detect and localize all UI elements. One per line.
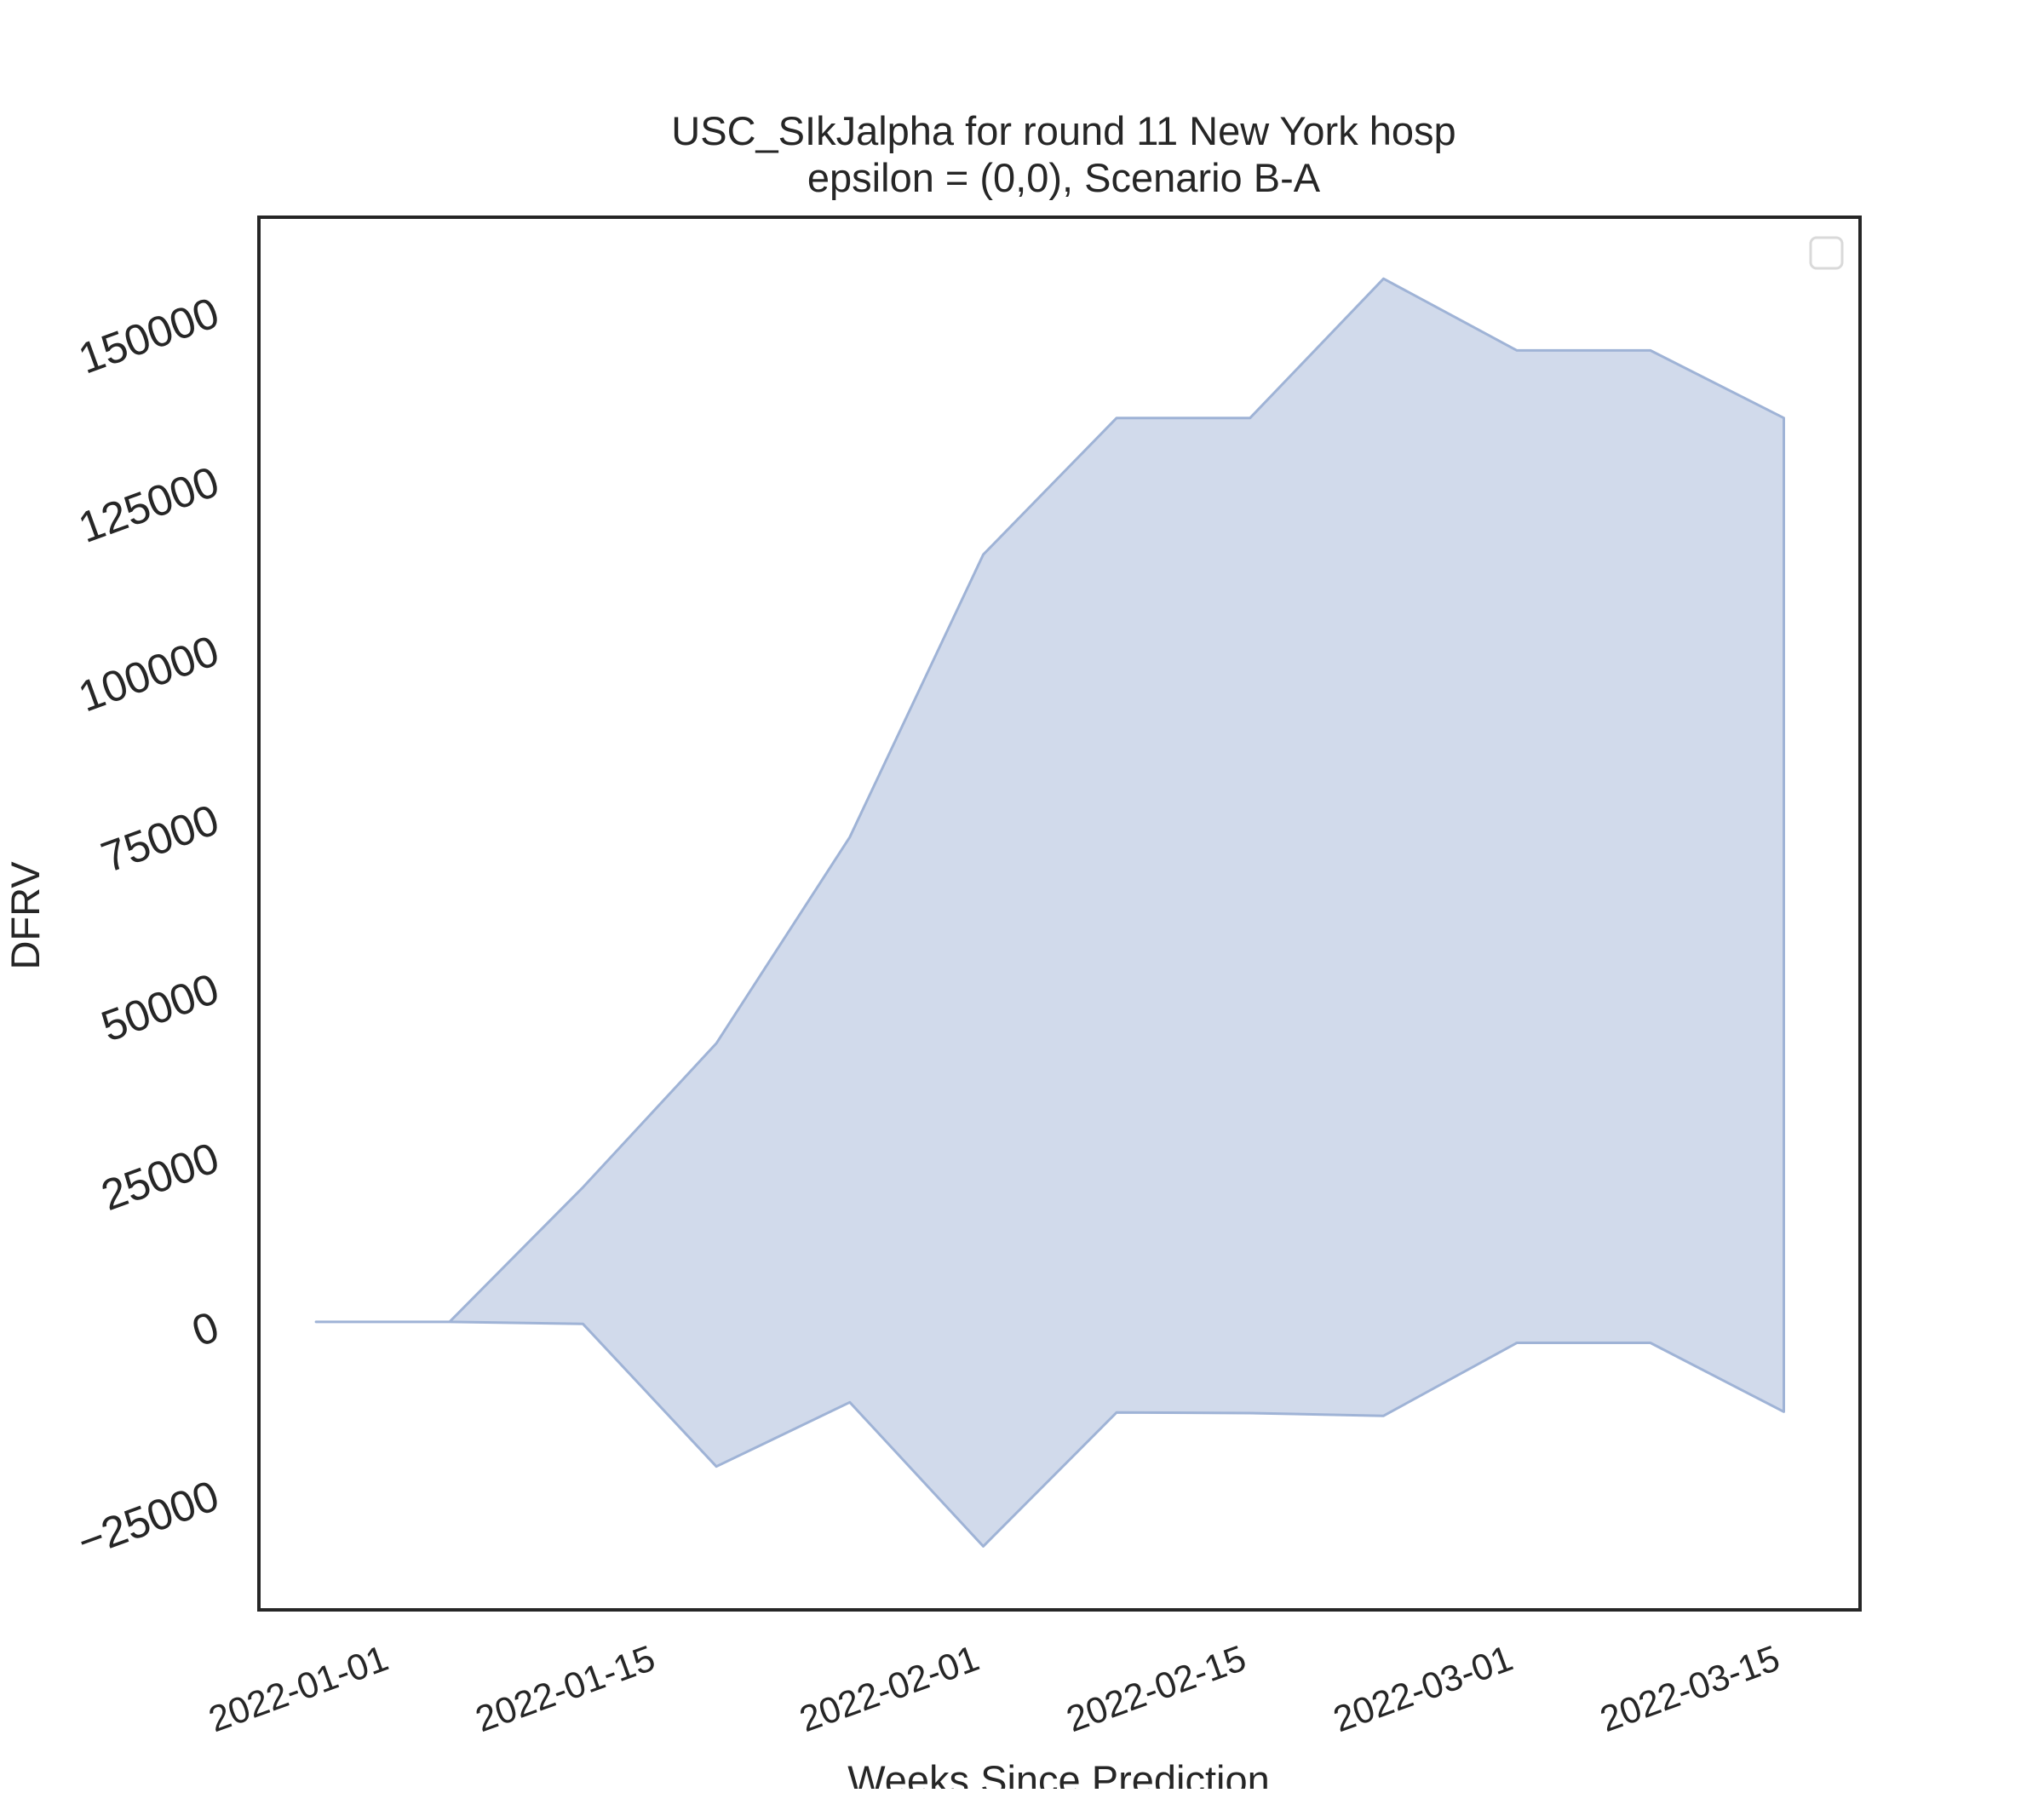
- area-layer: [314, 277, 1785, 1548]
- area-band-0: [314, 277, 1785, 1548]
- y-axis-label: DFRV: [3, 861, 48, 970]
- chart-title-line1: USC_SIkJalpha for round 11 New York hosp: [671, 108, 1455, 153]
- legend-box: [1809, 236, 1844, 270]
- plot-frame: [257, 216, 1862, 1612]
- chart-title-line2: epsilon = (0,0), Scenario B-A: [807, 155, 1321, 200]
- x-axis-label: Weeks Since Prediction: [847, 1757, 1269, 1789]
